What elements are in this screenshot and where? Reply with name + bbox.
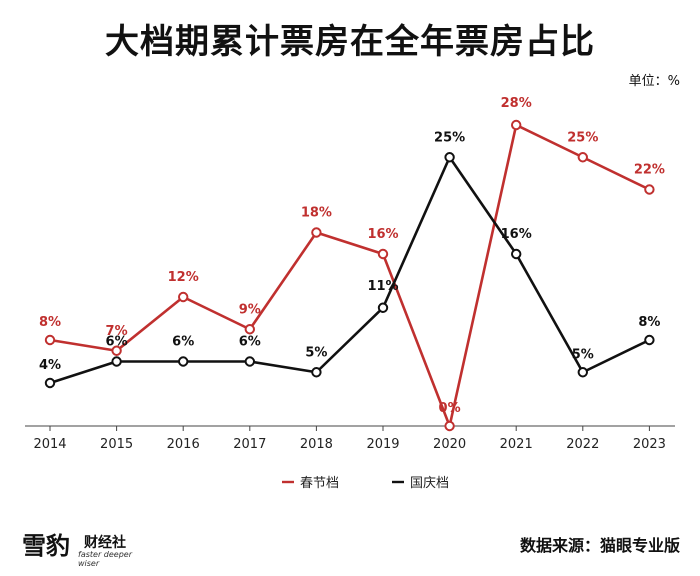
data-label: 6% [239, 335, 261, 350]
publisher-logo: 雪豹 财经社 faster deeper wiser [22, 526, 152, 568]
series-line-spring-festival [49, 123, 650, 428]
legend-label: 国庆档 [410, 476, 449, 491]
data-label: 4% [39, 358, 61, 373]
data-label: 8% [39, 315, 61, 330]
data-point [311, 367, 322, 378]
data-point [44, 334, 56, 346]
unit-label: 单位：% [628, 74, 680, 89]
data-point [511, 119, 522, 131]
data-label: 16% [367, 227, 398, 242]
x-tick-label: 2016 [167, 437, 200, 452]
x-tick-label: 2023 [633, 437, 666, 452]
data-label: 25% [567, 130, 598, 145]
data-label: 9% [239, 302, 261, 317]
x-tick-label: 2015 [100, 437, 133, 452]
series-line-national-day [49, 155, 650, 385]
legend-label: 春节档 [300, 476, 339, 491]
data-label: 6% [106, 335, 128, 350]
data-point [111, 356, 122, 367]
data-label: 22% [634, 163, 665, 178]
data-label: 8% [638, 315, 660, 330]
data-point [644, 334, 655, 346]
data-point [577, 367, 588, 378]
logo-name: 财经社 [84, 535, 126, 551]
data-label: 12% [168, 270, 199, 285]
data-point [244, 324, 256, 335]
x-tick-label: 2017 [233, 437, 266, 452]
data-point [111, 345, 122, 356]
data-point [644, 184, 655, 195]
data-point [377, 248, 389, 260]
data-label: 11% [367, 279, 398, 294]
data-point [178, 356, 189, 367]
data-point [444, 420, 455, 432]
data-label: 5% [305, 345, 327, 360]
logo-tagline: faster deeper wiser [78, 550, 132, 568]
data-label: 16% [501, 227, 532, 242]
logo-mark: 雪豹 [22, 531, 70, 560]
data-label: 5% [572, 347, 594, 362]
data-label: 28% [501, 96, 532, 111]
x-tick-label: 2019 [366, 437, 399, 452]
data-label: 18% [301, 206, 332, 221]
data-label: 6% [172, 335, 194, 350]
data-label: 7% [106, 324, 128, 339]
data-point [311, 227, 322, 238]
data-source: 数据来源：猫眼专业版 [519, 536, 680, 555]
data-label: 0% [439, 401, 461, 416]
data-point [178, 291, 189, 303]
x-tick-label: 2021 [500, 437, 533, 452]
data-point [577, 152, 588, 163]
data-point [44, 377, 56, 389]
data-point [511, 248, 522, 260]
x-tick-label: 2014 [33, 437, 66, 452]
data-point [444, 152, 455, 163]
data-label: 25% [434, 130, 465, 145]
data-point [244, 356, 256, 367]
x-tick-label: 2020 [433, 437, 466, 452]
chart-title: 大档期累计票房在全年票房占比 [105, 22, 595, 62]
x-tick-label: 2022 [566, 437, 599, 452]
x-tick-label: 2018 [300, 437, 333, 452]
data-point [377, 302, 389, 313]
